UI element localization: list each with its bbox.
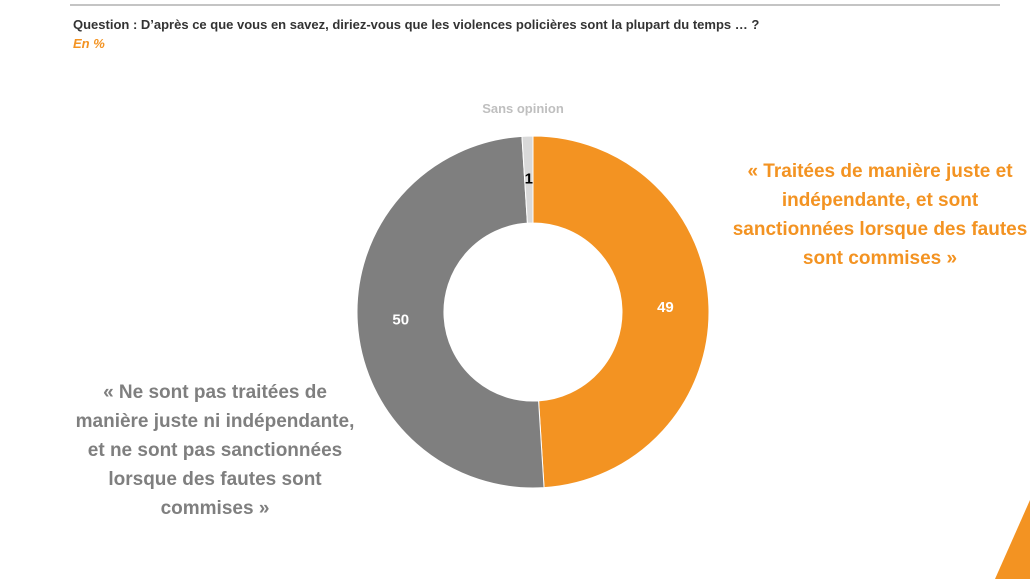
donut-slice bbox=[356, 135, 545, 489]
category-label: « Traitées de manière juste et indépenda… bbox=[732, 161, 1028, 269]
category-label: Sans opinion bbox=[482, 101, 564, 116]
donut-slice bbox=[532, 135, 710, 489]
chart-subtitle: En % bbox=[73, 36, 105, 51]
chart-title: Question : D’après ce que vous en savez,… bbox=[73, 17, 760, 32]
donut-slice bbox=[521, 135, 534, 224]
value-label: 50 bbox=[392, 311, 409, 328]
category-label: « Ne sont pas traitées de manière juste … bbox=[75, 382, 355, 519]
value-label: 1 bbox=[525, 171, 533, 188]
corner-decoration bbox=[995, 500, 1030, 579]
value-label: 49 bbox=[657, 299, 674, 316]
